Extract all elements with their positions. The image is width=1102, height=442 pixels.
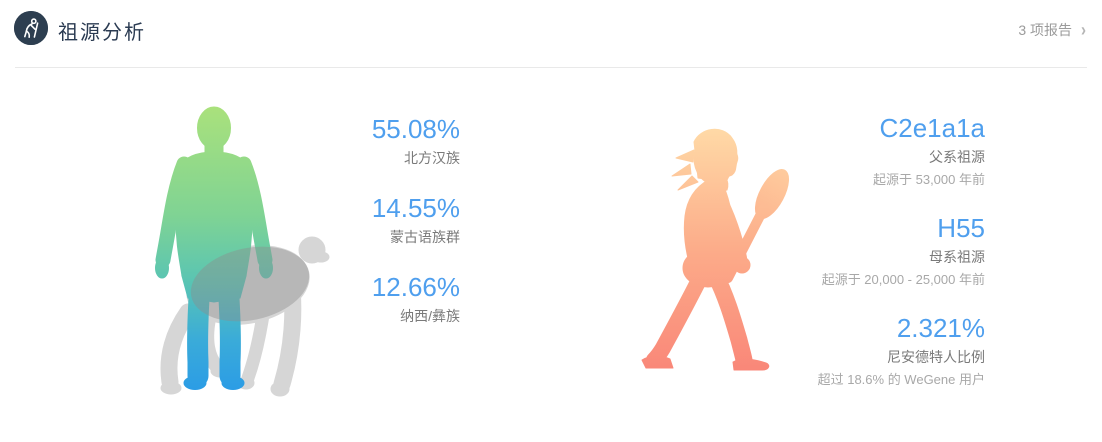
header-divider xyxy=(15,67,1087,68)
list-item: 2.321% 尼安德特人比例 超过 18.6% 的 WeGene 用户 xyxy=(785,312,985,389)
hominid-walking-icon xyxy=(14,11,48,45)
haplogroup-label: 母系祖源 xyxy=(929,249,985,265)
list-item: 12.66% 纳西/彝族 xyxy=(300,271,460,326)
haplogroup-value: 2.321% xyxy=(896,313,985,343)
ancestry-label: 蒙古语族群 xyxy=(390,229,460,245)
ancestry-percent: 14.55% xyxy=(371,193,460,223)
reports-link-label: 3 项报告 xyxy=(1018,22,1072,38)
haplogroup-label: 尼安德特人比例 xyxy=(887,349,985,365)
neanderthal-with-club-silhouette xyxy=(641,128,790,371)
haplogroup-sublabel: 起源于 53,000 年前 xyxy=(873,172,985,187)
list-item: 14.55% 蒙古语族群 xyxy=(300,192,460,247)
ancestry-label: 北方汉族 xyxy=(404,150,460,166)
page-title: 祖源分析 xyxy=(58,22,146,44)
haplogroup-sublabel: 起源于 20,000 - 25,000 年前 xyxy=(821,272,985,287)
haplogroup-value: C2e1a1a xyxy=(879,113,985,143)
haplogroup-sublabel: 超过 18.6% 的 WeGene 用户 xyxy=(817,372,985,387)
haplogroup-label: 父系祖源 xyxy=(929,149,985,165)
list-item: H55 母系祖源 起源于 20,000 - 25,000 年前 xyxy=(785,212,985,289)
reports-link[interactable]: 3 项报告 › xyxy=(1018,19,1086,41)
haplogroup-value: H55 xyxy=(937,213,985,243)
ancestry-label: 纳西/彝族 xyxy=(400,308,460,324)
haplogroup-list: C2e1a1a 父系祖源 起源于 53,000 年前 H55 母系祖源 起源于 … xyxy=(785,112,985,412)
ancestry-composition-list: 55.08% 北方汉族 14.55% 蒙古语族群 12.66% 纳西/彝族 xyxy=(300,113,460,350)
ancestry-percent: 12.66% xyxy=(371,272,460,302)
human-evolution-silhouette xyxy=(155,106,330,397)
section-icon-badge xyxy=(14,11,48,45)
ancestry-percent: 55.08% xyxy=(371,114,460,144)
list-item: 55.08% 北方汉族 xyxy=(300,113,460,168)
list-item: C2e1a1a 父系祖源 起源于 53,000 年前 xyxy=(785,112,985,189)
chevron-right-icon: › xyxy=(1081,19,1086,41)
